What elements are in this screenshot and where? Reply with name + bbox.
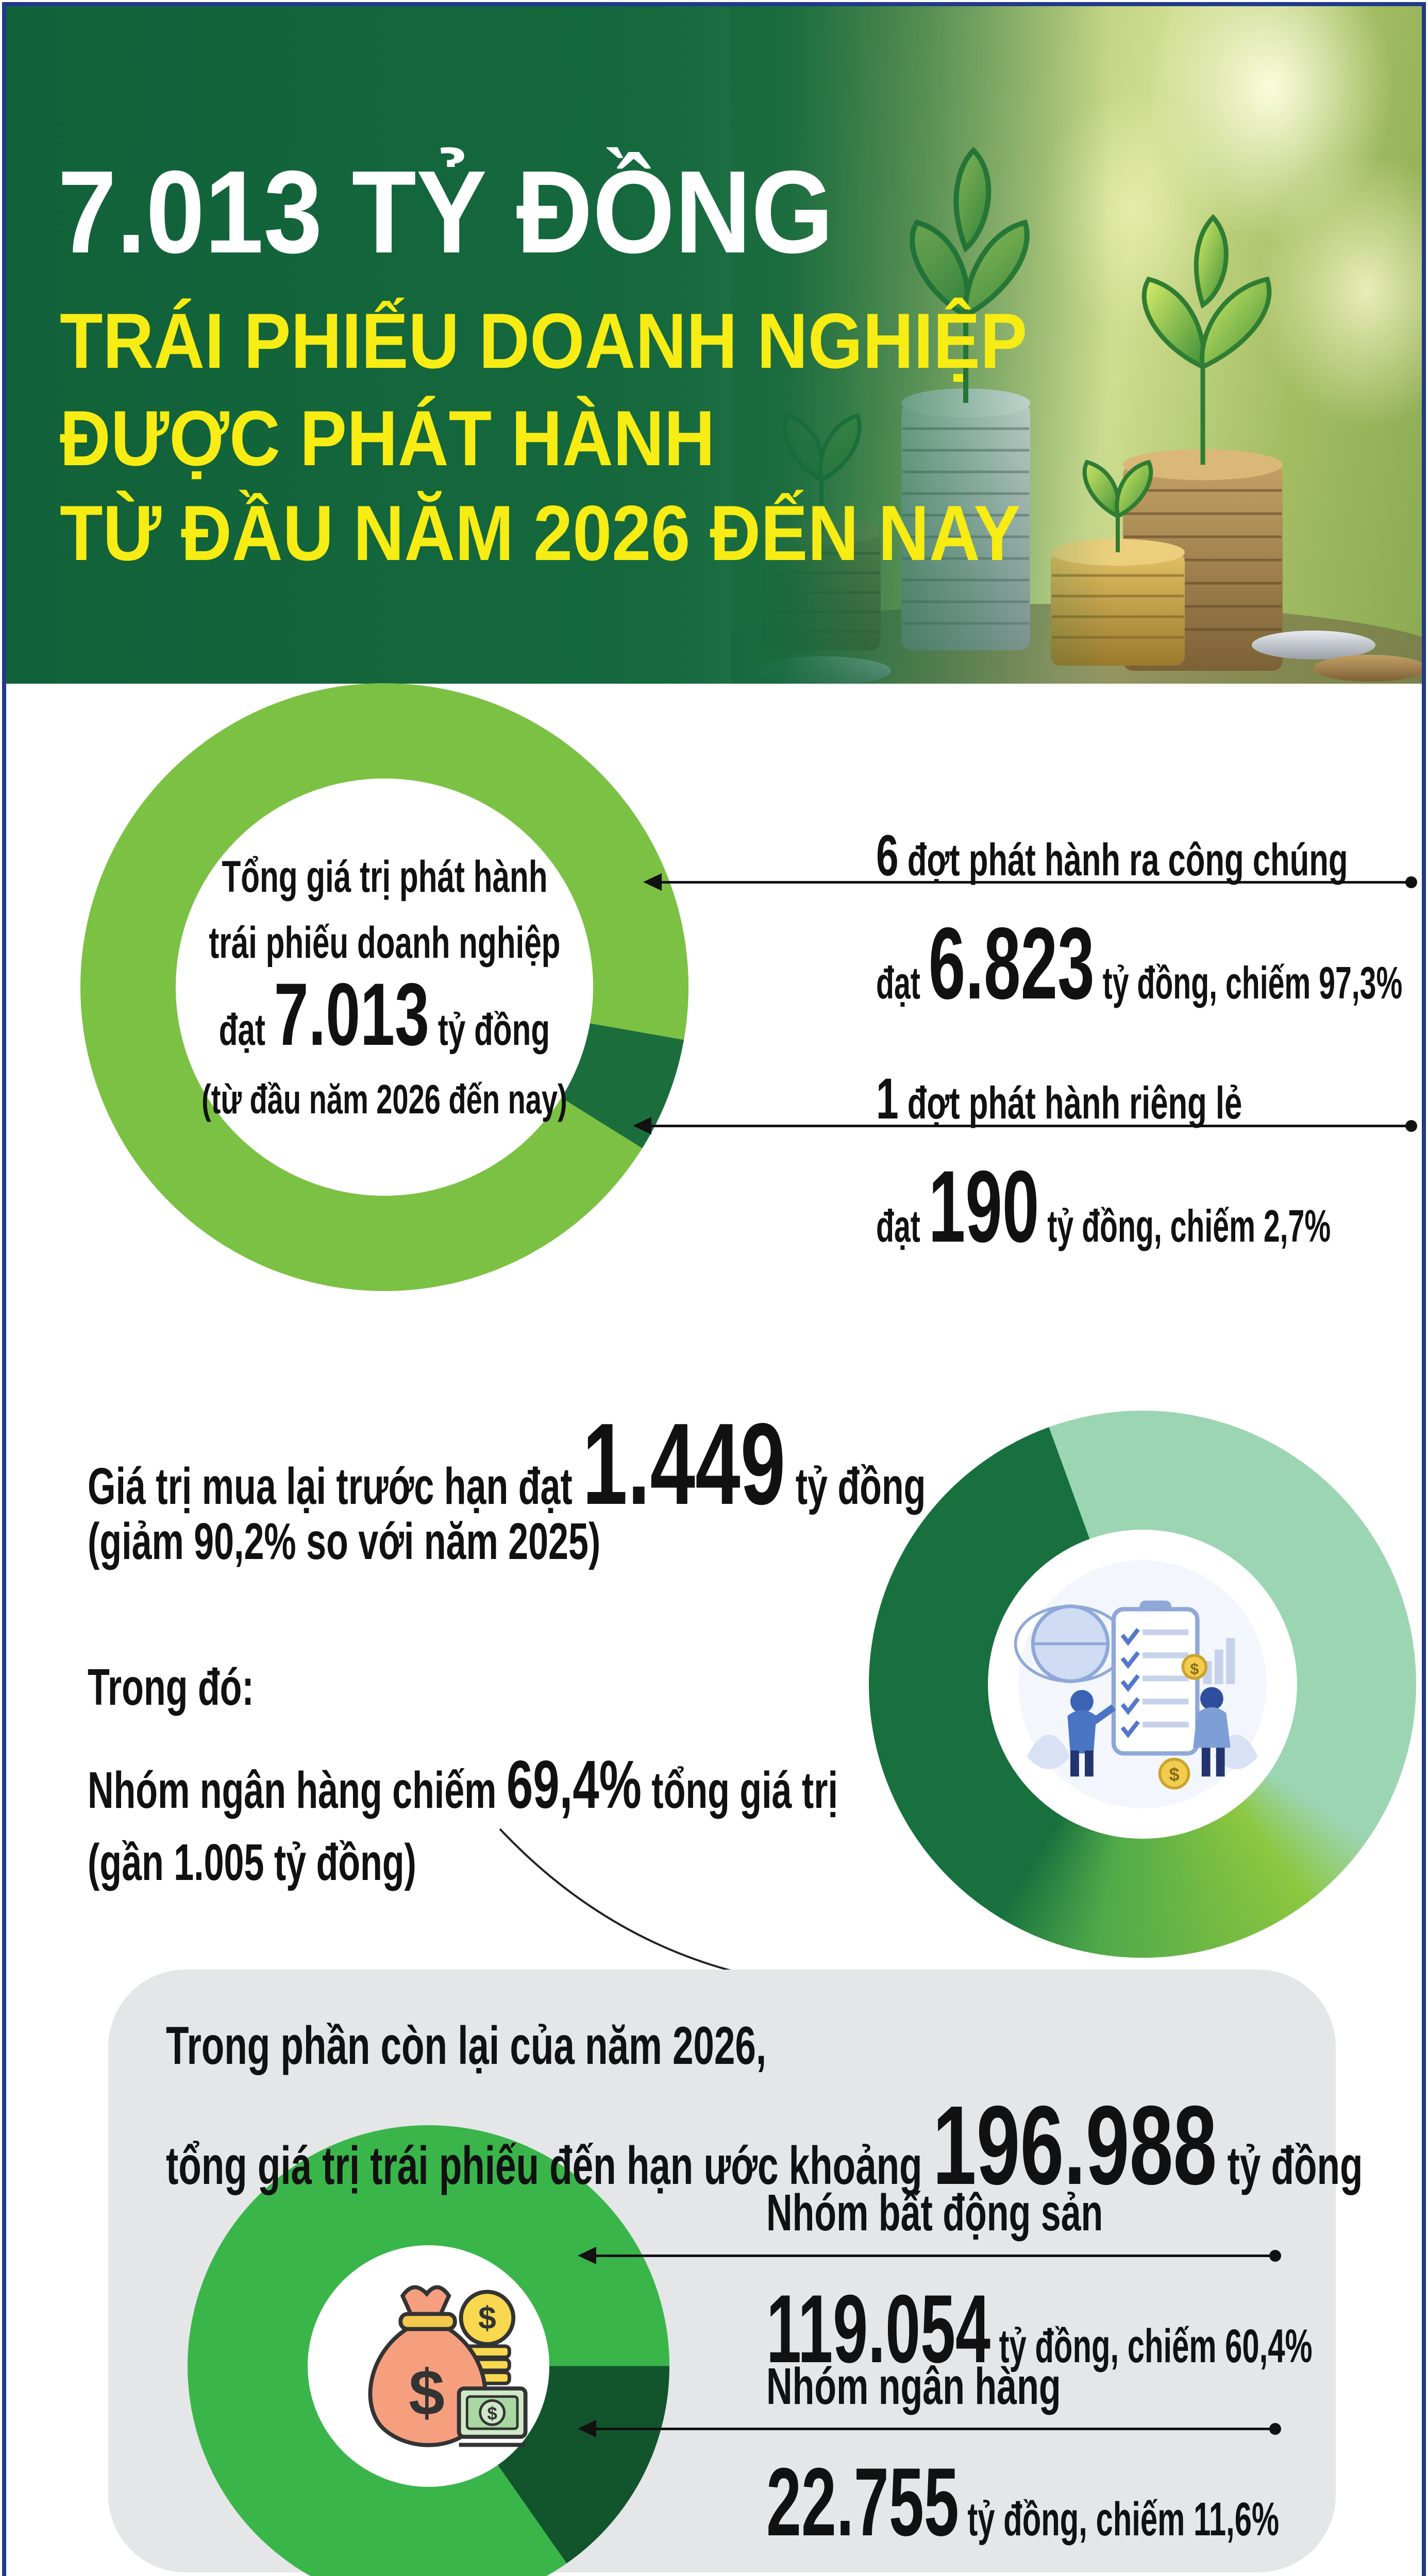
realestate-value-row: 119.054 tỷ đồng, chiếm 60,4% xyxy=(766,2273,1313,2384)
realestate-title: Nhóm bất động sản xyxy=(766,2184,1103,2242)
private-issuance-title: 1 đợt phát hành riêng lẻ xyxy=(876,1065,1242,1132)
header-background xyxy=(6,6,1422,684)
issuance-donut-chart: Tổng giá trị phát hành trái phiếu doanh … xyxy=(80,683,688,1291)
buyback-l4-pre: Nhóm ngân hàng chiếm xyxy=(88,1761,507,1819)
private-issuance-value-row: đạt 190 tỷ đồng, chiếm 2,7% xyxy=(876,1148,1331,1265)
svg-text:$: $ xyxy=(487,2403,497,2424)
issuance-donut-center: Tổng giá trị phát hành trái phiếu doanh … xyxy=(176,778,593,1196)
issuance-center-value-row: đạt 7.013 tỷ đồng xyxy=(219,965,550,1069)
line-end-dot-icon xyxy=(1405,876,1417,888)
issuance-center-line4: (từ đầu năm 2026 đến nay) xyxy=(201,1076,567,1122)
private-issuance-value: 190 xyxy=(928,1149,1039,1263)
finance-checklist-illustration: $ $ xyxy=(1014,1560,1267,1808)
public-issuance-pre: đạt xyxy=(876,957,929,1008)
svg-text:$: $ xyxy=(1190,1659,1199,1677)
coin-icon: $ xyxy=(1158,1757,1190,1790)
buyback-line3: Trong đó: xyxy=(88,1658,254,1716)
svg-text:$: $ xyxy=(478,2300,496,2336)
issuance-center-line2: trái phiếu doanh nghiệp xyxy=(208,918,561,968)
person-icon xyxy=(1193,1687,1231,1777)
coin-icon: $ xyxy=(1181,1654,1207,1680)
svg-text:$: $ xyxy=(409,2356,445,2428)
money-bag-shape: $ xyxy=(368,2285,488,2447)
buyback-line1: Giá trị mua lại trước hạn đạt 1.449 tỷ đ… xyxy=(88,1397,926,1531)
bankgroup-value-row: 22.755 tỷ đồng, chiếm 11,6% xyxy=(766,2446,1279,2557)
maturity-heading-line2: tổng giá trị trái phiếu đến hạn ước khoả… xyxy=(166,2081,1363,2210)
buyback-l1-value: 1.449 xyxy=(582,1399,786,1529)
maturity-h2-post: tỷ đồng xyxy=(1217,2136,1363,2196)
banknote-stack-icon: $ xyxy=(457,2386,528,2447)
maturity-donut-center: $ $ $ xyxy=(308,2245,549,2487)
line-end-dot-icon xyxy=(1269,2423,1281,2435)
issuance-center-pre: đạt xyxy=(219,1005,274,1055)
public-issuance-leader-line xyxy=(643,873,1417,891)
buyback-l4-post: tổng giá trị xyxy=(641,1761,838,1819)
realestate-post: tỷ đồng, chiếm 60,4% xyxy=(990,2320,1313,2372)
realestate-leader-line xyxy=(578,2247,1281,2264)
buyback-l1-post: tỷ đồng xyxy=(785,1458,926,1515)
line-end-dot-icon xyxy=(1269,2250,1281,2262)
header-title-line3: TỪ ĐẦU NĂM 2026 ĐẾN NAY xyxy=(60,489,1021,577)
private-issuance-count: 1 xyxy=(876,1066,899,1131)
header-amount: 7.013 TỶ ĐỒNG xyxy=(58,147,834,278)
bankgroup-value: 22.755 xyxy=(766,2448,959,2556)
issuance-center-line1: Tổng giá trị phát hành xyxy=(221,852,548,902)
buyback-line2: (giảm 90,2% so với năm 2025) xyxy=(88,1513,601,1570)
realestate-value: 119.054 xyxy=(766,2275,990,2383)
arrow-left-icon xyxy=(643,873,662,891)
money-bag-icon: $ $ $ xyxy=(368,2285,528,2447)
private-issuance-pre: đạt xyxy=(876,1200,929,1251)
public-issuance-post: tỷ đồng, chiếm 97,3% xyxy=(1094,957,1403,1008)
issuance-center-value: 7.013 xyxy=(274,965,430,1064)
private-issuance-leader-line xyxy=(633,1117,1417,1134)
private-issuance-post: tỷ đồng, chiếm 2,7% xyxy=(1039,1200,1331,1251)
public-issuance-title: 6 đợt phát hành ra công chúng xyxy=(876,822,1348,889)
maturity-donut-chart: $ $ $ xyxy=(188,2125,669,2576)
buyback-donut-center: $ $ xyxy=(988,1530,1297,1839)
svg-text:$: $ xyxy=(1169,1764,1179,1785)
bankgroup-leader-line xyxy=(578,2420,1281,2437)
arrow-left-icon xyxy=(578,2247,596,2264)
buyback-l1-pre: Giá trị mua lại trước hạn đạt xyxy=(88,1458,583,1515)
bankgroup-post: tỷ đồng, chiếm 11,6% xyxy=(959,2493,1280,2546)
private-issuance-title-text: đợt phát hành riêng lẻ xyxy=(898,1077,1242,1128)
public-issuance-value-row: đạt 6.823 tỷ đồng, chiếm 97,3% xyxy=(876,905,1402,1022)
issuance-center-post: tỷ đồng xyxy=(429,1005,550,1055)
buyback-donut-chart: $ $ xyxy=(869,1411,1416,1958)
public-issuance-value: 6.823 xyxy=(928,906,1095,1020)
public-issuance-title-text: đợt phát hành ra công chúng xyxy=(898,834,1348,885)
line-end-dot-icon xyxy=(1405,1120,1417,1132)
header-title-line2: ĐƯỢC PHÁT HÀNH xyxy=(60,395,715,482)
arrow-left-icon xyxy=(633,1117,651,1134)
bankgroup-title: Nhóm ngân hàng xyxy=(766,2358,1061,2415)
bar-chart-icon xyxy=(1203,1638,1235,1684)
maturity-h2-pre: tổng giá trị trái phiếu đến hạn ước khoả… xyxy=(166,2136,933,2196)
header-title-line1: TRÁI PHIẾU DOANH NGHIỆP xyxy=(60,297,1028,385)
buyback-l4-value: 69,4% xyxy=(506,1747,642,1822)
public-issuance-count: 6 xyxy=(876,823,899,888)
maturity-heading-line1: Trong phần còn lại của năm 2026, xyxy=(166,2016,767,2076)
buyback-line4: Nhóm ngân hàng chiếm 69,4% tổng giá trị xyxy=(88,1745,838,1823)
buyback-line5: (gần 1.005 tỷ đồng) xyxy=(88,1834,416,1891)
person-icon xyxy=(1067,1690,1116,1777)
maturity-h2-value: 196.988 xyxy=(932,2083,1217,2208)
arrow-left-icon xyxy=(578,2420,596,2437)
